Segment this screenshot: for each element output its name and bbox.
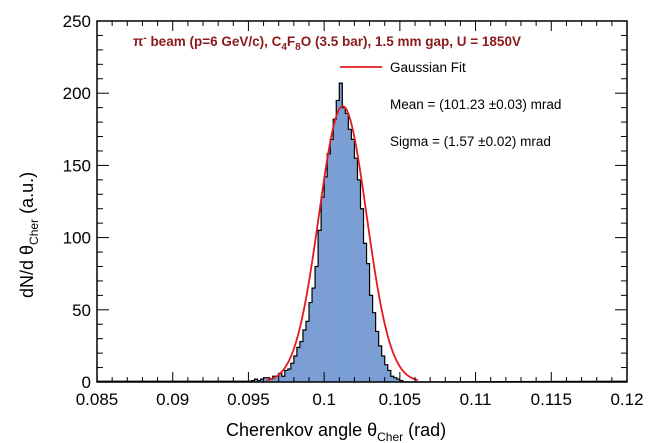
x-tick-label: 0.09 bbox=[156, 390, 189, 409]
y-tick-label: 50 bbox=[72, 301, 91, 320]
histogram-bar bbox=[278, 373, 283, 382]
histogram-bar bbox=[281, 376, 286, 382]
histogram-bar bbox=[315, 266, 319, 382]
histogram-bar bbox=[336, 100, 340, 383]
histogram-bar bbox=[393, 377, 398, 382]
histogram-bar bbox=[360, 208, 364, 382]
y-tick-label: 100 bbox=[63, 229, 91, 248]
histogram-bar bbox=[396, 379, 401, 382]
histogram-bar bbox=[333, 119, 337, 382]
histogram-bar bbox=[290, 363, 295, 382]
histogram-bar bbox=[369, 295, 373, 382]
x-tick-label: 0.115 bbox=[531, 390, 572, 409]
histogram-bar bbox=[327, 153, 331, 382]
histogram-bar bbox=[354, 158, 358, 382]
title-sub2: 8 bbox=[295, 42, 301, 53]
title-part2: F bbox=[287, 34, 295, 49]
histogram-bar bbox=[342, 107, 346, 382]
title-sub1: 4 bbox=[281, 42, 287, 53]
histogram-bar bbox=[309, 302, 313, 382]
legend-sigma: Sigma = (1.57 ±0.02) mrad bbox=[390, 134, 551, 149]
title-beam: π bbox=[133, 34, 143, 49]
x-tick-label: 0.105 bbox=[379, 390, 422, 409]
x-tick-label: 0.085 bbox=[76, 390, 119, 409]
histogram-bar bbox=[296, 347, 301, 382]
histogram-bar bbox=[348, 129, 352, 382]
legend-fit-label: Gaussian Fit bbox=[390, 60, 466, 75]
y-tick-label: 200 bbox=[63, 84, 91, 103]
y-tick-label: 0 bbox=[82, 373, 91, 392]
legend-mean: Mean = (101.23 ±0.03) mrad bbox=[390, 97, 561, 112]
histogram-bar bbox=[384, 364, 389, 382]
title-part1: beam (p=6 GeV/c), C bbox=[147, 34, 282, 49]
histogram-bar bbox=[321, 197, 325, 382]
histogram-bar bbox=[254, 379, 258, 382]
histogram-bar bbox=[372, 312, 376, 382]
histogram-bar bbox=[363, 243, 367, 382]
histogram-bar bbox=[357, 179, 361, 382]
histogram-bar bbox=[302, 330, 307, 382]
histogram-bar bbox=[287, 369, 292, 382]
histogram-bar bbox=[299, 341, 304, 382]
histogram-bar bbox=[293, 356, 298, 382]
x-axis-label-main: Cherenkov angle θ bbox=[226, 420, 377, 440]
histogram-bar bbox=[378, 345, 382, 382]
histogram-bar bbox=[390, 376, 395, 382]
chart-title: π- beam (p=6 GeV/c), C4F8O (3.5 bar), 1.… bbox=[133, 33, 521, 53]
x-axis-label: Cherenkov angle θCher (rad) bbox=[226, 420, 446, 443]
histogram-bar bbox=[330, 139, 334, 382]
histogram-bar bbox=[324, 176, 328, 382]
histogram-bar bbox=[375, 331, 379, 382]
x-axis-ticks: 0.085 0.09 0.095 0.1 0.105 0.11 0.115 0.12 bbox=[76, 21, 644, 409]
y-axis-label-suffix: (a.u.) bbox=[17, 172, 37, 219]
histogram-bars bbox=[251, 83, 404, 383]
histogram-bar bbox=[312, 288, 316, 382]
histogram-bar bbox=[260, 379, 264, 382]
histogram-bar bbox=[339, 83, 343, 382]
histogram-bar bbox=[318, 230, 322, 382]
histogram-bar bbox=[345, 113, 349, 383]
histogram-bar bbox=[305, 321, 310, 382]
y-axis-label-sub: Cher bbox=[27, 219, 41, 245]
y-tick-label: 150 bbox=[63, 156, 91, 175]
y-axis-label: dN/d θCher (a.u.) bbox=[17, 172, 41, 298]
histogram-bar bbox=[366, 263, 370, 382]
plot-frame bbox=[96, 20, 628, 383]
histogram-bar bbox=[284, 370, 289, 382]
x-axis-label-suffix: (rad) bbox=[403, 420, 446, 440]
histogram-bar bbox=[387, 370, 392, 382]
x-tick-label: 0.095 bbox=[227, 390, 270, 409]
y-axis-label-main: dN/d θ bbox=[17, 245, 37, 298]
x-tick-label: 0.1 bbox=[312, 390, 336, 409]
histogram-bar bbox=[263, 377, 267, 382]
y-tick-label: 250 bbox=[63, 12, 91, 31]
y-axis-ticks: 0 50 100 150 200 250 bbox=[63, 12, 627, 392]
histogram-bar bbox=[269, 379, 273, 382]
histogram-bar bbox=[272, 376, 276, 382]
x-tick-label: 0.11 bbox=[460, 390, 492, 409]
histogram-bar bbox=[275, 376, 280, 382]
x-tick-label: 0.12 bbox=[610, 390, 643, 409]
histogram-bar bbox=[381, 356, 386, 382]
x-axis-label-sub: Cher bbox=[377, 430, 403, 443]
histogram-bar bbox=[351, 139, 355, 382]
title-part3: O (3.5 bar), 1.5 mm gap, U = 1850V bbox=[301, 34, 521, 49]
gaussian-fit-curve bbox=[266, 105, 419, 382]
title-beam-sup: - bbox=[143, 33, 146, 44]
